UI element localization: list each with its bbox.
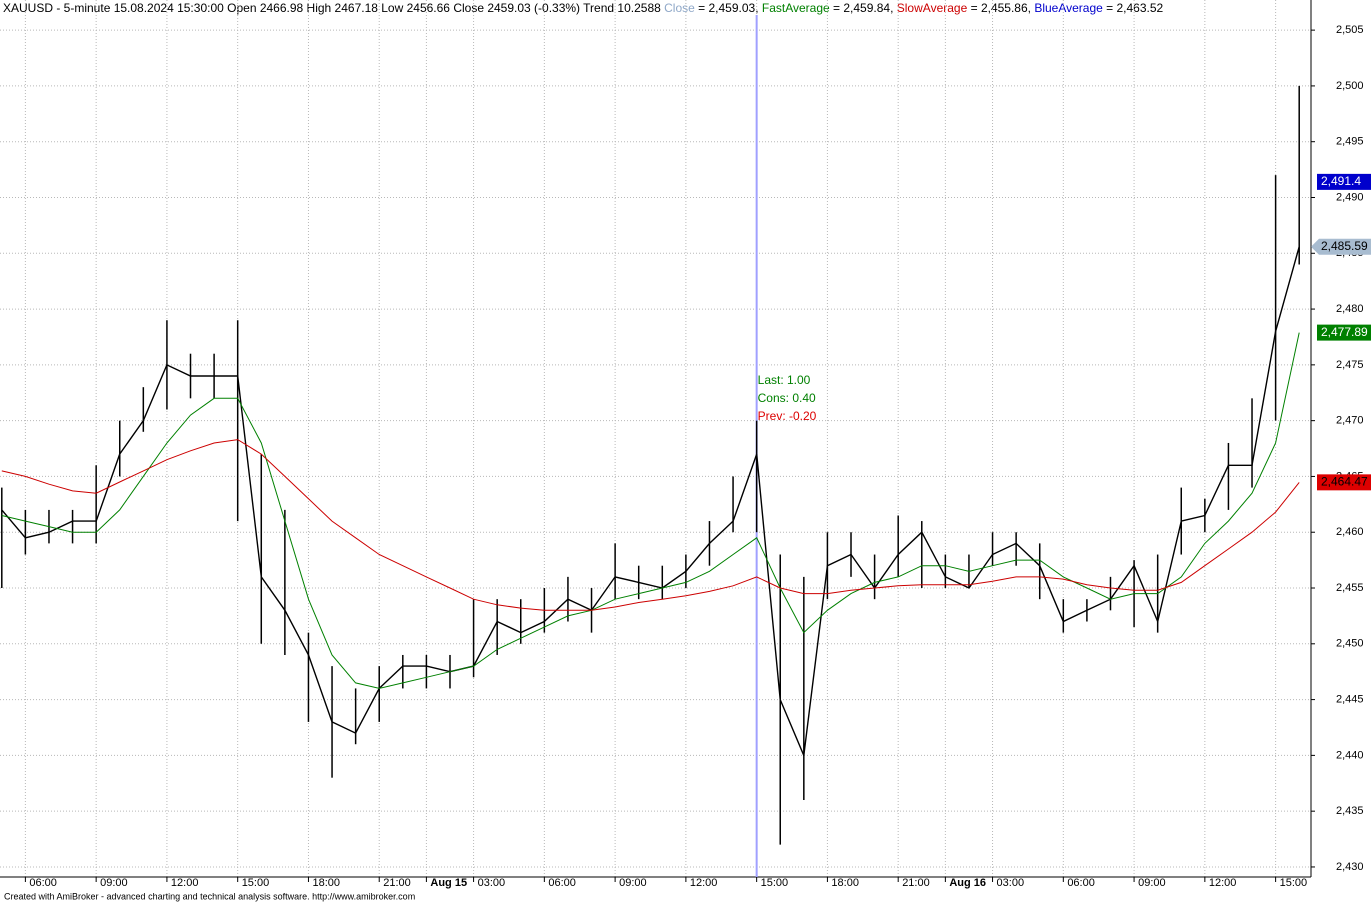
y-tick-label: 2,445 xyxy=(1336,693,1364,705)
header-part: SlowAverage xyxy=(897,1,968,15)
y-tick-label: 2,450 xyxy=(1336,638,1364,650)
x-tick-label: 15:00 xyxy=(242,877,270,889)
y-tick-label: 2,435 xyxy=(1336,805,1364,817)
y-tick-label: 2,430 xyxy=(1336,861,1364,873)
x-tick-label: 15:00 xyxy=(761,877,789,889)
x-tick-label: 09:00 xyxy=(619,877,647,889)
x-tick-label: 06:00 xyxy=(29,877,57,889)
marker-label: 2,491.4 xyxy=(1321,174,1361,188)
y-tick-label: 2,495 xyxy=(1336,136,1364,148)
x-tick-label: Aug 16 xyxy=(949,877,986,889)
y-tick-label: 2,470 xyxy=(1336,415,1364,427)
series-line xyxy=(1,246,1300,759)
y-tick-label: 2,490 xyxy=(1336,191,1364,203)
footer: Created with AmiBroker - advanced charti… xyxy=(4,891,415,901)
y-tick-label: 2,475 xyxy=(1336,359,1364,371)
header-part: = 2,459.03, xyxy=(695,1,762,15)
annotation: Last: 1.00 xyxy=(758,373,811,387)
x-tick-label: 15:00 xyxy=(1280,877,1308,889)
x-tick-label: 09:00 xyxy=(100,877,128,889)
series-line xyxy=(1,332,1300,689)
x-tick-label: 12:00 xyxy=(690,877,718,889)
x-tick-label: 18:00 xyxy=(312,877,340,889)
x-tick-label: 06:00 xyxy=(1067,877,1095,889)
marker-label: 2,464.47 xyxy=(1321,475,1368,489)
y-tick-label: 2,455 xyxy=(1336,582,1364,594)
marker-box xyxy=(1311,238,1371,255)
chart-header: XAUUSD - 5-minute 15.08.2024 15:30:00 Op… xyxy=(3,1,1164,15)
annotation: Cons: 0.40 xyxy=(758,391,816,405)
header-part: FastAverage xyxy=(762,1,830,15)
x-tick-label: 21:00 xyxy=(383,877,411,889)
x-tick-label: 18:00 xyxy=(831,877,859,889)
marker-label: 2,477.89 xyxy=(1321,325,1368,339)
y-tick-label: 2,505 xyxy=(1336,24,1364,36)
header-part: = 2,455.86, xyxy=(967,1,1034,15)
marker-box xyxy=(1317,173,1371,190)
header-part: BlueAverage xyxy=(1034,1,1103,15)
y-tick-label: 2,480 xyxy=(1336,303,1364,315)
marker-box xyxy=(1317,474,1371,491)
x-tick-label: 09:00 xyxy=(1138,877,1166,889)
header-part: Close xyxy=(664,1,695,15)
x-tick-label: Aug 15 xyxy=(430,877,467,889)
header-part: = 2,463.52 xyxy=(1103,1,1164,15)
annotation: Prev: -0.20 xyxy=(758,409,817,423)
header-part: XAUUSD - 5-minute 15.08.2024 15:30:00 Op… xyxy=(3,1,664,15)
x-tick-label: 06:00 xyxy=(548,877,576,889)
x-tick-label: 12:00 xyxy=(171,877,199,889)
y-tick-label: 2,460 xyxy=(1336,526,1364,538)
header-part: = 2,459.84, xyxy=(830,1,897,15)
marker-label: 2,485.59 xyxy=(1321,239,1368,253)
x-tick-label: 03:00 xyxy=(478,877,506,889)
marker-box xyxy=(1317,324,1371,341)
y-tick-label: 2,440 xyxy=(1336,749,1364,761)
series-line xyxy=(1,439,1300,611)
x-tick-label: 12:00 xyxy=(1209,877,1237,889)
x-tick-label: 03:00 xyxy=(997,877,1025,889)
x-tick-label: 21:00 xyxy=(902,877,930,889)
y-tick-label: 2,500 xyxy=(1336,80,1364,92)
